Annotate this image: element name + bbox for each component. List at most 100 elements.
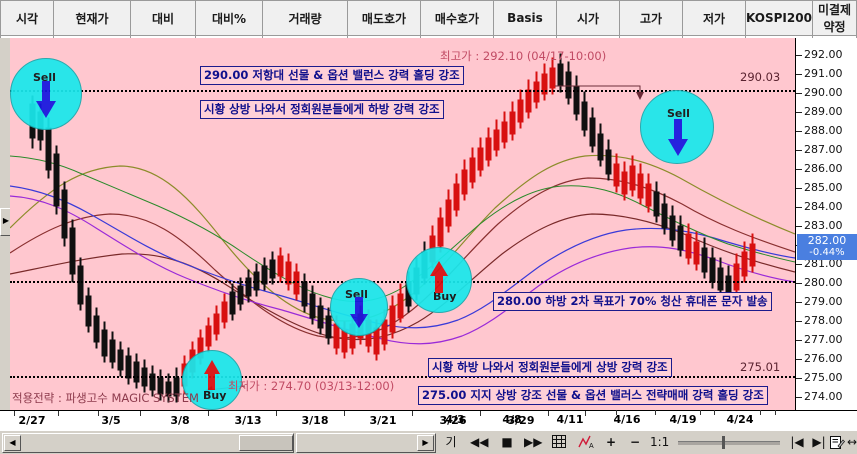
quote-header-price: 현재가 — [53, 0, 131, 36]
fast-forward-icon[interactable]: ▶▶ — [524, 435, 543, 449]
date-tick-7: 3/29 — [507, 414, 535, 427]
zoom-slider[interactable] — [678, 441, 780, 445]
quote-header-basis: Basis — [493, 0, 557, 36]
level-label-bottom: 275.01 — [740, 360, 781, 374]
date-tick-12: 4/19 — [669, 413, 697, 426]
edit-icon[interactable] — [830, 435, 845, 450]
zoom-slider-knob[interactable] — [722, 436, 725, 449]
strategy-note: 적용전략 : 파생고수 MAGIC SYSTEM — [12, 391, 199, 405]
hline-290 — [10, 90, 795, 92]
price-tick-label: 290.00 — [804, 86, 843, 99]
price-tick-label: 281.00 — [804, 257, 843, 270]
price-tick-label: 279.00 — [804, 295, 843, 308]
date-tick-1: 3/5 — [101, 414, 121, 427]
quote-header-kospi200: KOSPI200 — [745, 0, 813, 36]
price-tick-278: 278.00 — [796, 314, 857, 328]
price-tick-280: 280.00 — [796, 276, 857, 290]
signal-sell-3[interactable]: Sell — [640, 90, 714, 164]
scroll-left-button[interactable]: ◀ — [4, 435, 21, 451]
price-tick-292: 292.00 — [796, 48, 857, 62]
signal-buy-2-label: Buy — [203, 389, 227, 402]
annotation-290-resistance: 290.00 저항대 선물 & 옵션 밸런스 강력 홀딩 강조 — [200, 66, 464, 85]
quote-header-high: 고가 — [619, 0, 683, 36]
signal-sell-3-label: Sell — [667, 107, 690, 120]
price-tick-label: 280.00 — [804, 276, 843, 289]
price-tick-285: 285.00 — [796, 181, 857, 195]
quote-header-volume: 거래량 — [262, 0, 348, 36]
date-tick-6: 3/26 — [439, 414, 467, 427]
price-tick-label: 292.00 — [804, 48, 843, 61]
chart-a-icon[interactable]: A — [578, 435, 596, 450]
rewind-icon[interactable]: ◀◀ — [470, 435, 489, 449]
grid-icon[interactable] — [552, 435, 568, 450]
price-tick-label: 275.00 — [804, 371, 843, 384]
ruler-icon[interactable]: 기 — [445, 435, 457, 449]
date-tick-4: 3/18 — [301, 414, 329, 427]
signal-sell-1-label: Sell — [33, 71, 56, 84]
svg-text:A: A — [589, 443, 594, 450]
quote-header-time: 시각 — [0, 0, 54, 36]
price-tick-283: 283.00 — [796, 219, 857, 233]
quote-header-change: 대비 — [130, 0, 196, 36]
price-tick-286: 286.00 — [796, 162, 857, 176]
current-price-value: 282.00 — [807, 234, 847, 247]
date-tick-5: 3/21 — [369, 414, 397, 427]
price-tick-label: 287.00 — [804, 143, 843, 156]
signal-buy-1-label: Buy — [433, 290, 457, 303]
signal-buy-2[interactable]: Buy — [182, 350, 242, 410]
scrollbar-thumb[interactable] — [239, 435, 293, 451]
price-tick-label: 288.00 — [804, 124, 843, 137]
down-arrow-icon — [350, 297, 368, 328]
low-price-note: 최저가 : 274.70 (03/13-12:00) — [228, 379, 395, 393]
quote-header-open: 시가 — [556, 0, 620, 36]
price-tick-274: 274.00 — [796, 390, 857, 404]
price-tick-281: 281.00 — [796, 257, 857, 271]
price-tick-label: 291.00 — [804, 67, 843, 80]
price-tick-label: 289.00 — [804, 105, 843, 118]
resize-icon[interactable]: ↔ — [846, 435, 857, 449]
high-note-arrow — [555, 85, 644, 100]
stop-icon[interactable]: ■ — [501, 435, 513, 449]
last-page-icon[interactable]: ▶| — [812, 435, 826, 449]
price-tick-276: 276.00 — [796, 352, 857, 366]
annotation-upside-warning: 시황 상방 나와서 정회원분들에게 하방 강력 강조 — [200, 100, 444, 119]
chart-plot-area[interactable]: Sell Sell Buy Buy Sell — [10, 38, 795, 410]
price-axis[interactable]: 292.00 291.00 290.00 289.00 288.00 287.0… — [795, 38, 857, 410]
price-tick-288: 288.00 — [796, 124, 857, 138]
signal-buy-1[interactable]: Buy — [406, 247, 472, 313]
current-price-marker: 282.00 -0.44% — [797, 234, 857, 260]
date-axis-right: 4/3 4/8 4/11 4/16 4/19 4/24 — [0, 410, 857, 430]
hline-280 — [10, 281, 795, 283]
date-tick-3: 3/13 — [234, 414, 262, 427]
price-tick-277: 277.00 — [796, 333, 857, 347]
date-tick-8: 4/3 — [445, 413, 465, 426]
horizontal-scrollbar[interactable]: ◀ — [2, 433, 294, 453]
level-label-top: 290.03 — [740, 70, 781, 84]
annotation-275-support: 275.00 지지 상방 강조 선물 & 옵션 밸러스 전략매매 강력 홀딩 강… — [418, 386, 768, 405]
bottom-toolbar: ◀ ▶ 기 ◀◀ ■ ▶▶ A + − 1:1 |◀ ▶| — [0, 431, 857, 454]
zoom-out-icon[interactable]: − — [629, 435, 641, 449]
quote-header-changepct: 대비% — [195, 0, 263, 36]
zoom-reset-icon[interactable]: 1:1 — [650, 435, 670, 449]
price-tick-291: 291.00 — [796, 67, 857, 81]
horizontal-scrollbar-right[interactable]: ▶ — [296, 433, 436, 453]
annotation-280-target: 280.00 하방 2차 목표가 70% 청산 휴대폰 문자 발송 — [493, 292, 772, 311]
high-price-note: 최고가 : 292.10 (04/17-10:00) — [440, 49, 607, 63]
zoom-in-icon[interactable]: + — [605, 435, 617, 449]
date-tick-13: 4/24 — [726, 413, 754, 426]
quote-header-low: 저가 — [682, 0, 746, 36]
hline-275 — [10, 376, 795, 378]
up-arrow-icon — [204, 360, 220, 390]
date-axis[interactable]: 2/27 3/5 3/8 3/13 3/18 3/21 3/26 3/29 — [0, 410, 857, 432]
price-tick-label: 276.00 — [804, 352, 843, 365]
signal-sell-1[interactable]: Sell — [10, 58, 82, 130]
signal-sell-2[interactable]: Sell — [330, 278, 388, 336]
up-arrow-icon — [430, 261, 448, 293]
price-tick-label: 284.00 — [804, 200, 843, 213]
price-tick-label: 283.00 — [804, 219, 843, 232]
down-arrow-icon — [36, 81, 56, 118]
scroll-right-button[interactable]: ▶ — [417, 435, 434, 451]
price-tick-279: 279.00 — [796, 295, 857, 309]
price-tick-275: 275.00 — [796, 371, 857, 385]
first-page-icon[interactable]: |◀ — [790, 435, 804, 449]
